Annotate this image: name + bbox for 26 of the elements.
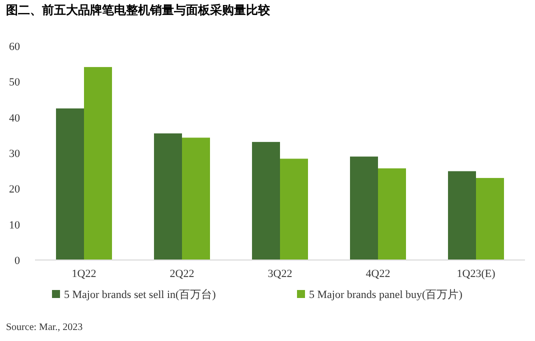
y-tick-label: 0 [14,255,20,267]
y-tick-label: 20 [9,184,20,196]
bar [252,142,280,260]
x-tick-label: 2Q22 [170,268,194,280]
x-tick-label: 4Q22 [366,268,390,280]
x-tick-label: 1Q23(E) [456,268,496,280]
bar [476,178,504,260]
y-tick-label: 60 [9,41,20,53]
source-note: Source: Mar., 2023 [6,322,83,333]
bar [350,156,378,260]
bar [56,108,84,260]
bar [378,168,406,260]
bar [154,133,182,260]
y-tick-label: 50 [9,76,20,89]
chart-title: 图二、前五大品牌笔电整机销量与面板采购量比较 [6,3,271,17]
bar [280,158,308,260]
x-tick-label: 1Q22 [72,268,96,280]
legend-label: 5 Major brands panel buy(百万片) [309,288,463,301]
x-tick-label: 3Q22 [268,268,292,280]
y-tick-label: 10 [9,219,20,232]
bar [182,138,210,260]
legend-label: 5 Major brands set sell in(百万台) [64,288,216,301]
bar [84,67,112,260]
bar [448,171,476,260]
y-tick-label: 40 [9,112,20,124]
y-tick-label: 30 [9,148,20,160]
